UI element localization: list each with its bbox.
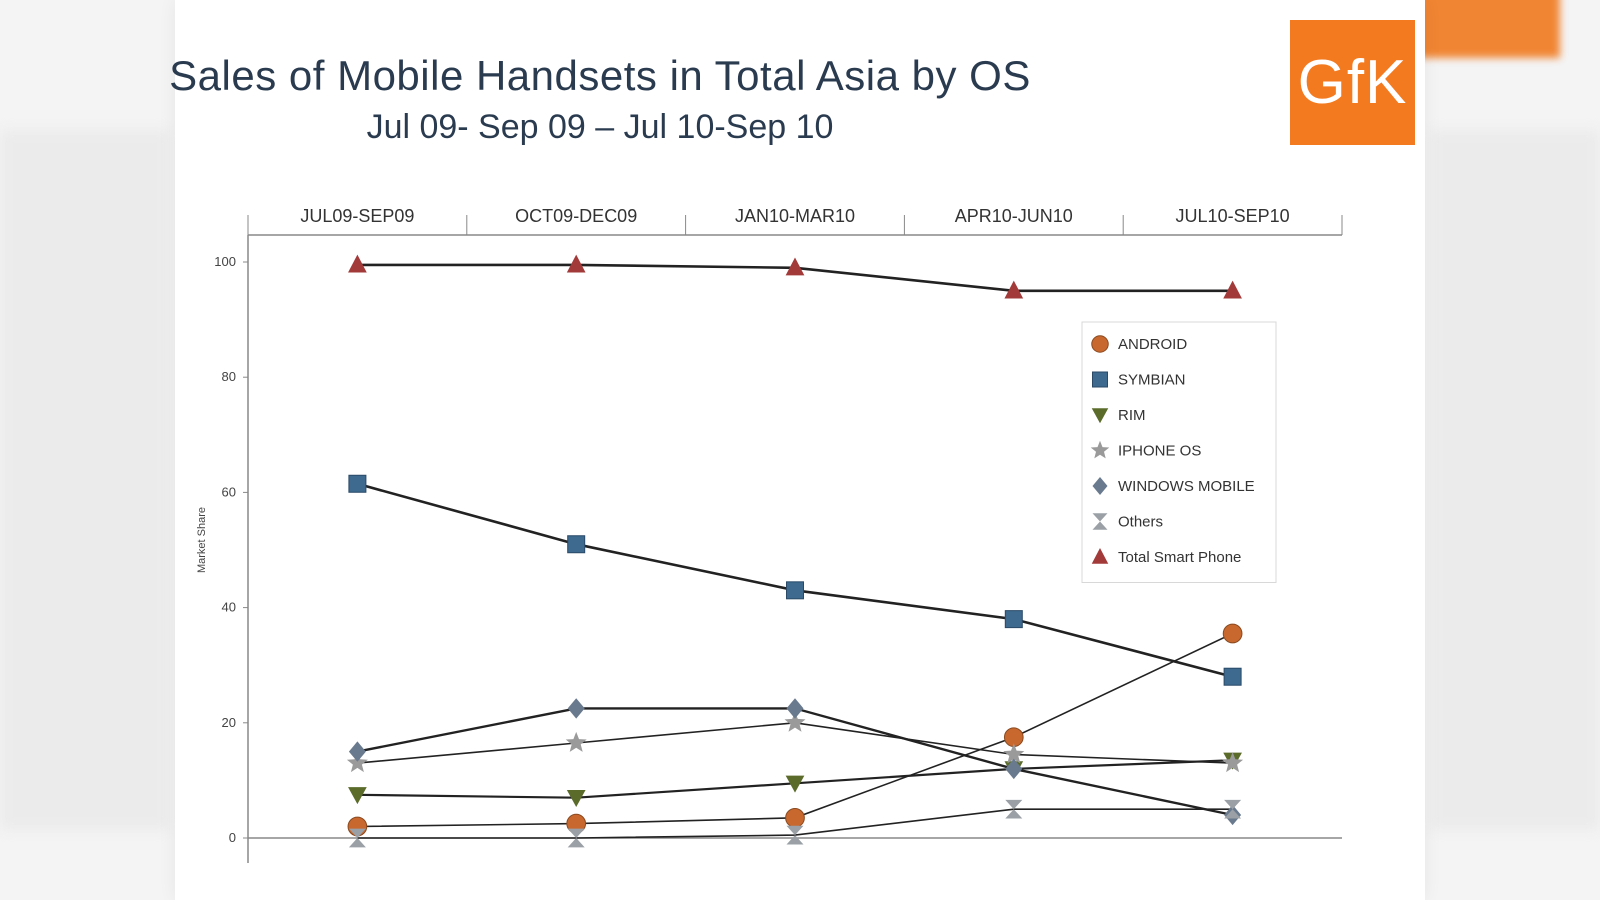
legend-entry-label: SYMBIAN [1118,372,1186,389]
data-point [786,581,804,600]
legend-entry-label: IPHONE OS [1118,443,1201,460]
legend-entry-label: ANDROID [1118,336,1187,353]
data-point [1092,371,1108,388]
data-point [1092,513,1108,530]
data-point [1092,477,1108,495]
y-tick-label: 60 [222,484,236,499]
data-point [1005,758,1023,780]
data-point [1004,280,1024,299]
background-blur-left [0,130,170,830]
legend-entry-label: Total Smart Phone [1118,549,1241,566]
data-point [566,790,586,808]
data-point [1222,752,1244,773]
chart-subtitle: Jul 09- Sep 09 – Jul 10-Sep 10 [366,108,834,146]
data-point [1222,623,1243,644]
legend-entry-label: RIM [1118,407,1146,424]
x-tick-label: APR10-JUN10 [955,206,1073,226]
x-tick-label: JUL09-SEP09 [300,206,414,226]
x-tick-label: JUL10-SEP10 [1176,206,1290,226]
y-tick-label: 100 [214,254,236,269]
data-point [1091,408,1109,424]
y-tick-label: 40 [222,600,236,615]
data-point [567,698,585,719]
x-tick-label: JAN10-MAR10 [735,206,855,226]
data-point [1224,799,1242,819]
data-point [348,828,366,848]
legend-entry-label: WINDOWS MOBILE [1118,478,1255,495]
background-blur-right [1430,130,1600,830]
data-point [348,741,366,762]
data-point [567,535,586,554]
data-point [566,254,586,273]
data-point [1091,335,1109,353]
y-tick-label: 0 [229,830,236,845]
chart-title: Sales of Mobile Handsets in Total Asia b… [169,52,1031,99]
data-point [567,828,585,848]
data-point [348,474,367,493]
data-point [1090,440,1110,459]
x-tick-label: OCT09-DEC09 [515,206,637,226]
legend-box [1081,321,1277,583]
data-point [348,787,367,805]
data-point [786,698,804,719]
data-point [346,752,368,773]
data-point [1223,667,1242,686]
y-axis-title: Market Share [196,507,208,573]
data-point [785,807,805,828]
data-point [784,711,806,732]
data-point [786,825,804,845]
y-tick-label: 80 [222,369,236,384]
data-point [348,254,367,273]
data-point [1005,799,1023,819]
legend-entry-label: Others [1118,514,1163,531]
series-line [357,721,1233,764]
data-point [565,731,587,752]
data-point [785,775,805,793]
background-logo-blur [1400,0,1560,58]
data-point [1003,743,1025,764]
data-point [1223,280,1242,299]
y-tick-label: 20 [222,715,236,730]
data-point [785,257,805,276]
data-point [1004,610,1023,629]
data-point [1091,548,1109,564]
gfk-logo: GfK [1290,20,1415,145]
